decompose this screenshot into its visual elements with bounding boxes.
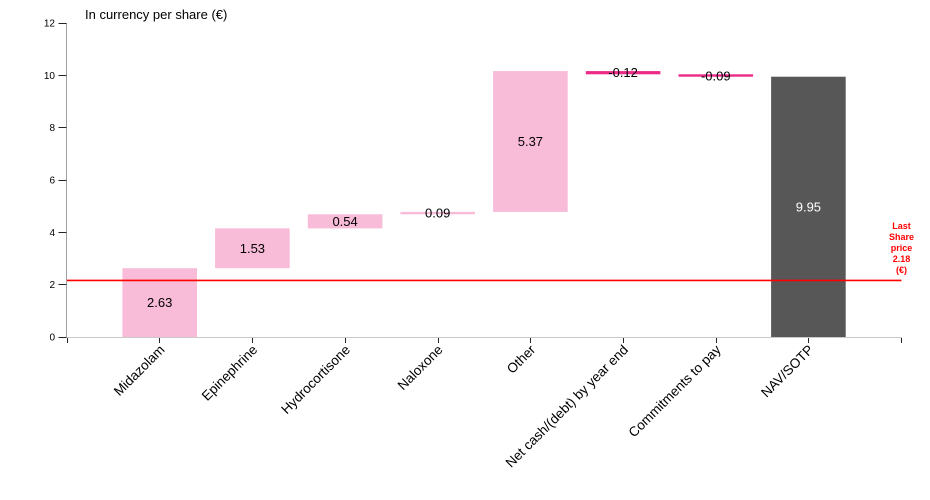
svg-text:Last: Last [892,221,911,231]
svg-text:2.18: 2.18 [893,254,911,264]
svg-text:12: 12 [44,19,56,30]
svg-text:2.63: 2.63 [147,295,172,310]
svg-text:0.54: 0.54 [332,214,357,229]
svg-text:Commitments to pay: Commitments to pay [626,342,724,440]
svg-text:Epinephrine: Epinephrine [199,342,261,404]
svg-text:In currency per share (€): In currency per share (€) [85,7,227,22]
svg-text:0: 0 [49,333,55,344]
svg-text:5.37: 5.37 [518,134,543,149]
svg-text:-0.12: -0.12 [608,65,638,80]
svg-text:1.53: 1.53 [240,241,265,256]
svg-text:-0.09: -0.09 [701,68,731,83]
svg-text:Hydrocortisone: Hydrocortisone [278,342,353,417]
svg-text:9.95: 9.95 [796,199,821,214]
svg-text:0.09: 0.09 [425,206,450,221]
svg-text:Midazolam: Midazolam [111,342,168,399]
svg-text:Other: Other [504,342,539,377]
svg-text:4: 4 [49,228,55,239]
svg-text:price: price [891,243,913,253]
svg-text:6: 6 [49,176,55,187]
svg-text:8: 8 [49,123,55,134]
svg-text:10: 10 [44,71,56,82]
svg-text:Naloxone: Naloxone [395,342,446,393]
svg-text:NAV/SOTP: NAV/SOTP [758,342,816,400]
svg-text:2: 2 [49,280,55,291]
svg-text:Share: Share [889,232,914,242]
svg-text:(€): (€) [896,265,907,275]
